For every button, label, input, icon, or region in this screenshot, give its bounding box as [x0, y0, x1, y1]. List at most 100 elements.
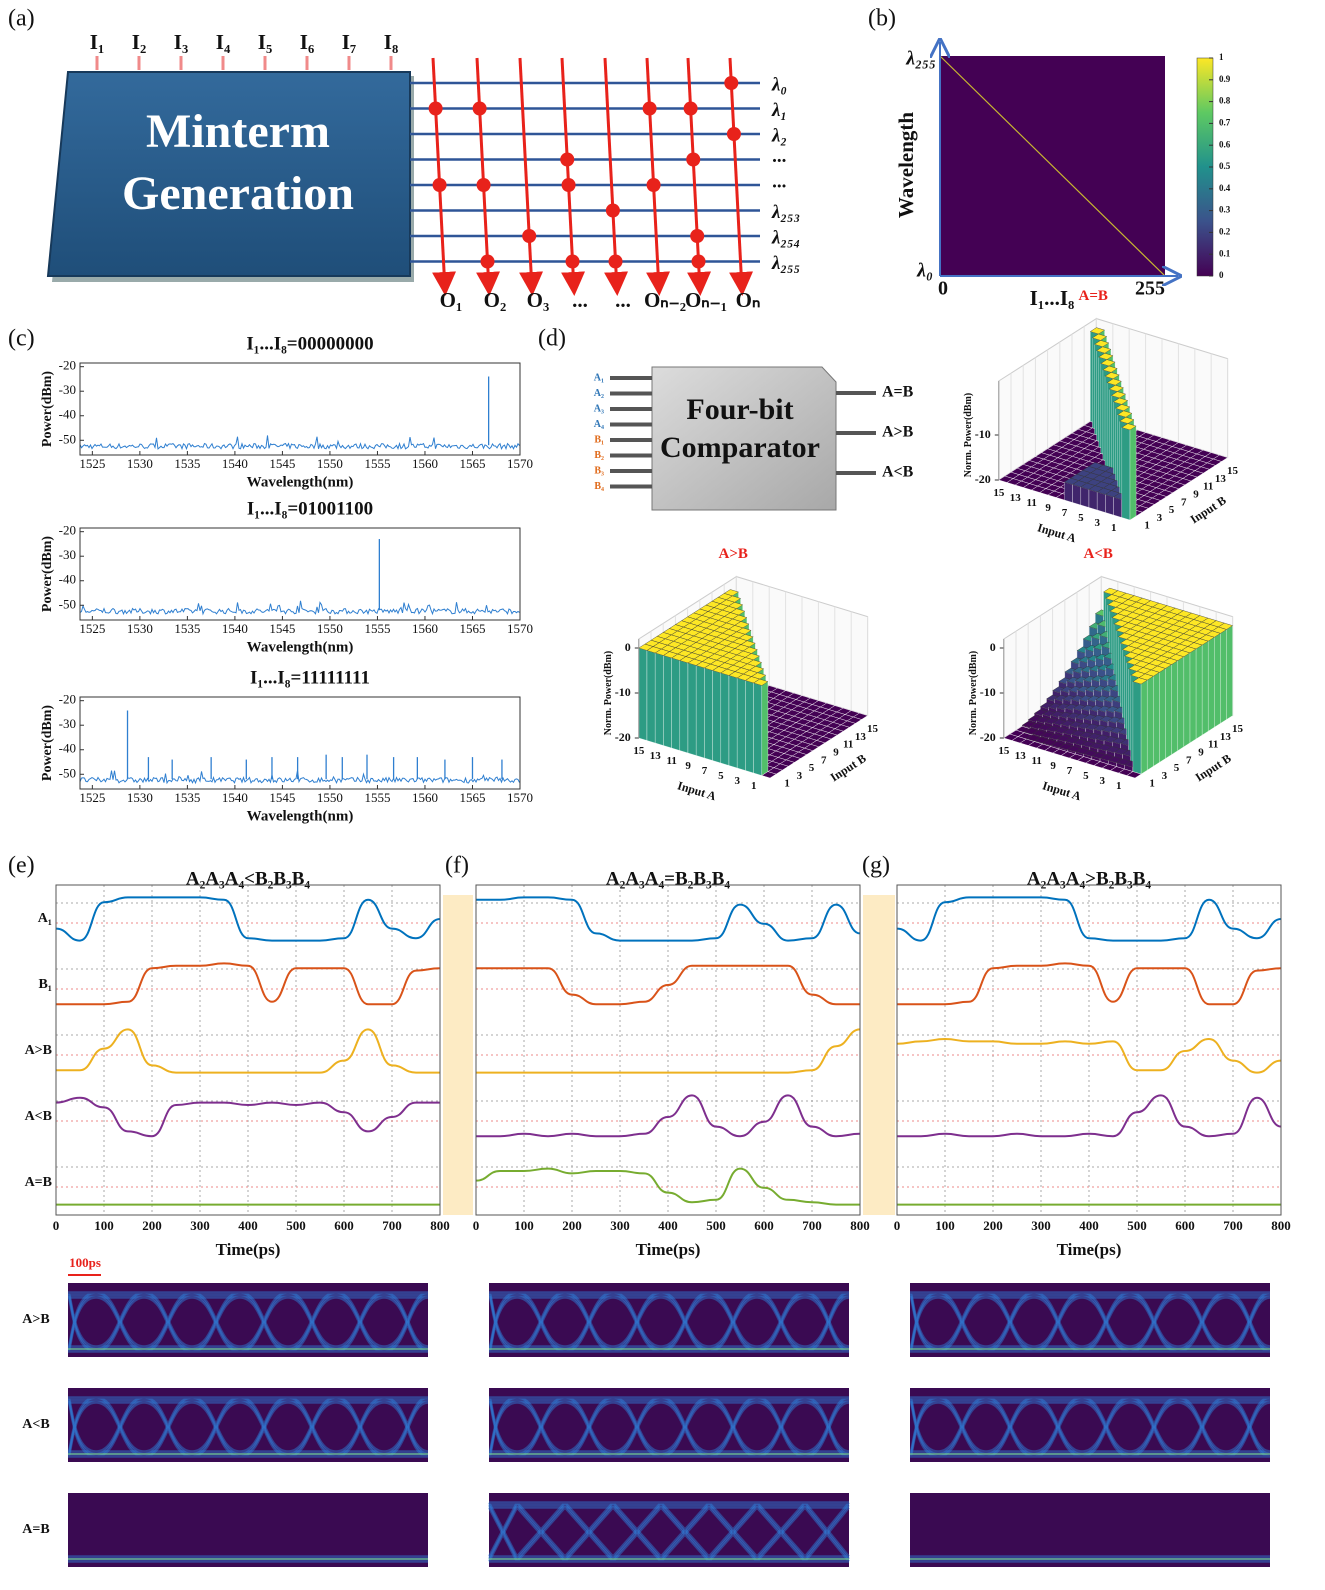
bar-side: [721, 673, 729, 766]
output-label: ...: [572, 288, 588, 312]
a-tick-label: 9: [1050, 760, 1056, 772]
bar-side: [1122, 428, 1130, 521]
axis-label: I₁...I₈: [1030, 286, 1075, 310]
bar-side: [1064, 482, 1072, 503]
input-label: I₈: [384, 30, 398, 54]
colorbar-tick-label: 0.8: [1219, 96, 1231, 106]
output-label: Oₙ₋₁: [685, 288, 727, 312]
z-tick-label: 0: [625, 640, 631, 654]
bar-side: [713, 671, 721, 764]
z-tick-label: 0: [990, 640, 996, 654]
x-tick-label: 0: [53, 1218, 60, 1233]
waveform: [897, 963, 1281, 1004]
a-tick-label: 11: [1026, 497, 1036, 509]
panel-label: (e): [8, 853, 35, 879]
connection-dot: [429, 102, 443, 116]
bar-side: [639, 648, 647, 741]
b-tick-label: 3: [1162, 770, 1168, 782]
z-tick-label: -10: [980, 685, 996, 699]
a-tick-label: 3: [1100, 775, 1106, 787]
b-tick-label: 1: [1144, 520, 1150, 532]
b-tick-label: 15: [867, 723, 879, 735]
axis-label: Input A: [1041, 778, 1083, 803]
connection-dot: [562, 178, 576, 192]
input-label: I₇: [342, 30, 356, 54]
x-tick-label: 1550: [317, 790, 343, 805]
eye-diagram: [910, 1283, 1270, 1357]
y-tick-label: -40: [59, 741, 76, 756]
bar-side: [1202, 641, 1208, 735]
b-tick-label: 9: [1193, 488, 1199, 500]
x-tick-label: 300: [190, 1218, 210, 1233]
z-axis-label: Norm. Power(dBm): [963, 393, 974, 477]
panel-label: (c): [8, 326, 35, 352]
output-line: [647, 58, 659, 290]
connection-dot: [566, 255, 580, 269]
panel-label: (f): [445, 853, 469, 879]
y-tick-label: -50: [59, 596, 76, 611]
output-label: A<B: [882, 464, 914, 481]
bar-side: [1133, 682, 1141, 775]
bar-side: [647, 651, 655, 744]
y-tick-label: -40: [59, 572, 76, 587]
y-tick-label: -20: [59, 523, 76, 538]
bar-side: [672, 658, 680, 751]
a-tick-label: 5: [1078, 512, 1084, 524]
colorbar-tick-label: 0: [1219, 270, 1224, 280]
block-title: Generation: [122, 167, 354, 220]
b-tick-label: 11: [1203, 481, 1213, 493]
a-tick-label: 7: [1067, 765, 1073, 777]
bar-side: [1130, 426, 1136, 520]
a-tick-label: 15: [998, 745, 1010, 757]
x-tick-label: 400: [658, 1218, 678, 1233]
colorbar-tick-label: 0.6: [1219, 139, 1231, 149]
x-tick-label: 1540: [222, 456, 248, 471]
x-tick-label: 600: [334, 1218, 354, 1233]
bar-side: [745, 681, 753, 774]
x-axis-label: Time(ps): [216, 1240, 281, 1259]
connection-dot: [560, 153, 574, 167]
bar-side: [1097, 492, 1105, 513]
bar-side: [696, 666, 704, 759]
a-tick-label: 15: [993, 487, 1005, 499]
colorbar-tick-label: 0.5: [1219, 161, 1231, 171]
y-tick-label: -40: [59, 407, 76, 422]
bar-side: [1105, 495, 1113, 516]
bar-side: [1227, 626, 1233, 720]
y-tick-label: -30: [59, 547, 76, 562]
output-line: [433, 58, 445, 290]
bar-side: [663, 656, 671, 749]
x-tick-label: 1530: [127, 790, 153, 805]
block-title: Minterm: [146, 105, 330, 158]
x-tick-label: 1545: [269, 790, 295, 805]
y-tick-label: -50: [59, 765, 76, 780]
colorbar-tick-label: 0.9: [1219, 74, 1231, 84]
bar-side: [1153, 672, 1159, 766]
a-tick-label: 11: [666, 755, 676, 767]
x-tick-label: 400: [1079, 1218, 1099, 1233]
bar-side: [704, 668, 712, 761]
bar-side: [1214, 633, 1220, 727]
input-label: I₂: [132, 30, 146, 54]
b-tick-label: 7: [1181, 496, 1187, 508]
block-title: Comparator: [660, 431, 820, 464]
eye-diagram: [68, 1388, 428, 1462]
y-tick-label: -20: [59, 358, 76, 373]
row-label: A=B: [25, 1175, 52, 1190]
panel-separator: [863, 895, 895, 1215]
connection-dot: [727, 127, 741, 141]
output-label: O₁: [440, 288, 463, 312]
output-label: Oₙ₋₂: [644, 288, 686, 312]
x-tick-label: 300: [1031, 1218, 1051, 1233]
x-tick-label: 1570: [507, 456, 533, 471]
x-tick-label: 1570: [507, 790, 533, 805]
b-tick-label: 5: [1174, 762, 1180, 774]
a-tick-label: 5: [1083, 770, 1089, 782]
connection-dot: [647, 178, 661, 192]
bar-side: [688, 663, 696, 756]
wavelength-label: λ₁: [771, 100, 787, 121]
x-tick-label: 1565: [459, 456, 485, 471]
connection-dot: [481, 255, 495, 269]
x-tick-label: 100: [935, 1218, 955, 1233]
row-label: A>B: [25, 1043, 52, 1058]
